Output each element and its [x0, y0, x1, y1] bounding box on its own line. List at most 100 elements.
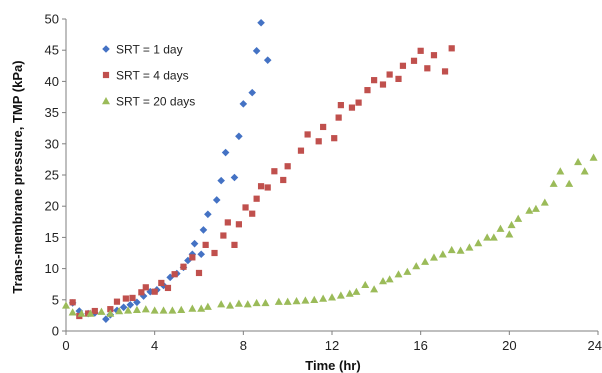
data-point-diamond — [257, 19, 265, 27]
data-point-square — [424, 65, 430, 71]
data-point-triangle — [217, 300, 225, 307]
data-point-square — [349, 105, 355, 111]
data-point-square — [220, 232, 226, 238]
data-point-diamond — [200, 226, 208, 234]
data-point-triangle — [133, 306, 141, 313]
data-point-square — [298, 148, 304, 154]
data-point-triangle — [352, 288, 360, 295]
data-point-triangle — [430, 253, 438, 260]
data-point-square — [285, 163, 291, 169]
data-point-square — [400, 63, 406, 69]
data-point-square — [231, 242, 237, 248]
data-point-triangle — [160, 306, 168, 313]
data-point-triangle — [514, 215, 522, 222]
data-point-triangle — [262, 299, 270, 306]
y-tick-label: 30 — [45, 136, 59, 151]
data-point-triangle — [168, 306, 176, 313]
data-point-diamond — [231, 174, 239, 182]
data-point-square — [431, 52, 437, 58]
data-point-triangle — [151, 306, 159, 313]
data-point-triangle — [581, 167, 589, 174]
data-point-triangle — [319, 295, 327, 302]
data-point-square — [338, 102, 344, 108]
data-point-triangle — [474, 239, 482, 246]
series-1 — [69, 19, 272, 323]
data-point-square — [70, 299, 76, 305]
data-point-triangle — [565, 180, 573, 187]
y-tick-label: 45 — [45, 43, 59, 58]
legend-entry: SRT = 1 day — [102, 43, 182, 57]
data-point-triangle — [204, 303, 212, 310]
data-point-square — [305, 131, 311, 137]
y-tick-label: 40 — [45, 74, 59, 89]
data-point-square — [364, 87, 370, 93]
data-point-triangle — [328, 293, 336, 300]
data-point-square — [143, 284, 149, 290]
data-point-triangle — [244, 300, 252, 307]
data-point-triangle — [69, 308, 77, 315]
data-point-triangle — [556, 167, 564, 174]
data-point-triangle — [421, 258, 429, 265]
y-tick-label: 20 — [45, 199, 59, 214]
data-point-square — [316, 138, 322, 144]
data-point-triangle — [310, 296, 318, 303]
data-point-diamond — [191, 240, 199, 248]
y-tick-label: 5 — [52, 292, 59, 307]
x-tick-label: 20 — [502, 338, 516, 353]
data-point-triangle — [483, 233, 491, 240]
y-tick-label: 25 — [45, 168, 59, 183]
data-point-triangle — [275, 298, 283, 305]
data-point-diamond — [248, 89, 256, 97]
data-point-triangle — [293, 297, 301, 304]
data-series — [62, 19, 598, 323]
data-point-square — [258, 183, 264, 189]
legend: SRT = 1 day SRT = 4 days SRT = 20 days — [102, 43, 195, 109]
data-point-triangle — [590, 154, 598, 161]
data-point-square — [331, 135, 337, 141]
data-point-triangle — [361, 281, 369, 288]
x-tick-label: 16 — [413, 338, 427, 353]
data-point-triangle — [550, 180, 558, 187]
data-point-square — [242, 204, 248, 210]
data-point-triangle — [574, 158, 582, 165]
x-axis-title: Time (hr) — [305, 358, 360, 373]
data-point-diamond — [197, 250, 205, 258]
data-point-square — [411, 58, 417, 64]
legend-marker-diamond — [102, 45, 110, 53]
data-point-triangle — [412, 262, 420, 269]
legend-entry: SRT = 20 days — [102, 95, 195, 109]
data-point-square — [196, 270, 202, 276]
data-point-triangle — [97, 308, 105, 315]
data-point-square — [92, 308, 98, 314]
y-axis-ticks: 0 5 10 15 20 25 30 35 40 45 50 — [45, 12, 66, 339]
data-point-square — [254, 196, 260, 202]
legend-label: SRT = 4 days — [116, 69, 189, 83]
data-point-triangle — [235, 300, 243, 307]
data-point-triangle — [508, 221, 516, 228]
data-point-diamond — [264, 56, 272, 64]
data-point-square — [225, 219, 231, 225]
data-point-triangle — [403, 268, 411, 275]
data-point-square — [129, 295, 135, 301]
data-point-square — [211, 250, 217, 256]
data-point-square — [152, 289, 158, 295]
y-tick-label: 15 — [45, 230, 59, 245]
data-point-square — [172, 271, 178, 277]
data-point-triangle — [525, 207, 533, 214]
data-point-square — [320, 124, 326, 130]
legend-marker-triangle — [102, 97, 110, 104]
data-point-square — [165, 285, 171, 291]
data-point-diamond — [240, 100, 248, 108]
legend-label: SRT = 20 days — [116, 95, 195, 109]
data-point-triangle — [346, 290, 354, 297]
data-point-triangle — [370, 285, 378, 292]
legend-entry: SRT = 4 days — [103, 69, 189, 83]
legend-label: SRT = 1 day — [116, 43, 183, 57]
data-point-triangle — [253, 299, 261, 306]
data-point-triangle — [532, 205, 540, 212]
data-point-square — [356, 100, 362, 106]
data-point-diamond — [222, 149, 230, 157]
data-point-triangle — [541, 198, 549, 205]
data-point-square — [114, 299, 120, 305]
